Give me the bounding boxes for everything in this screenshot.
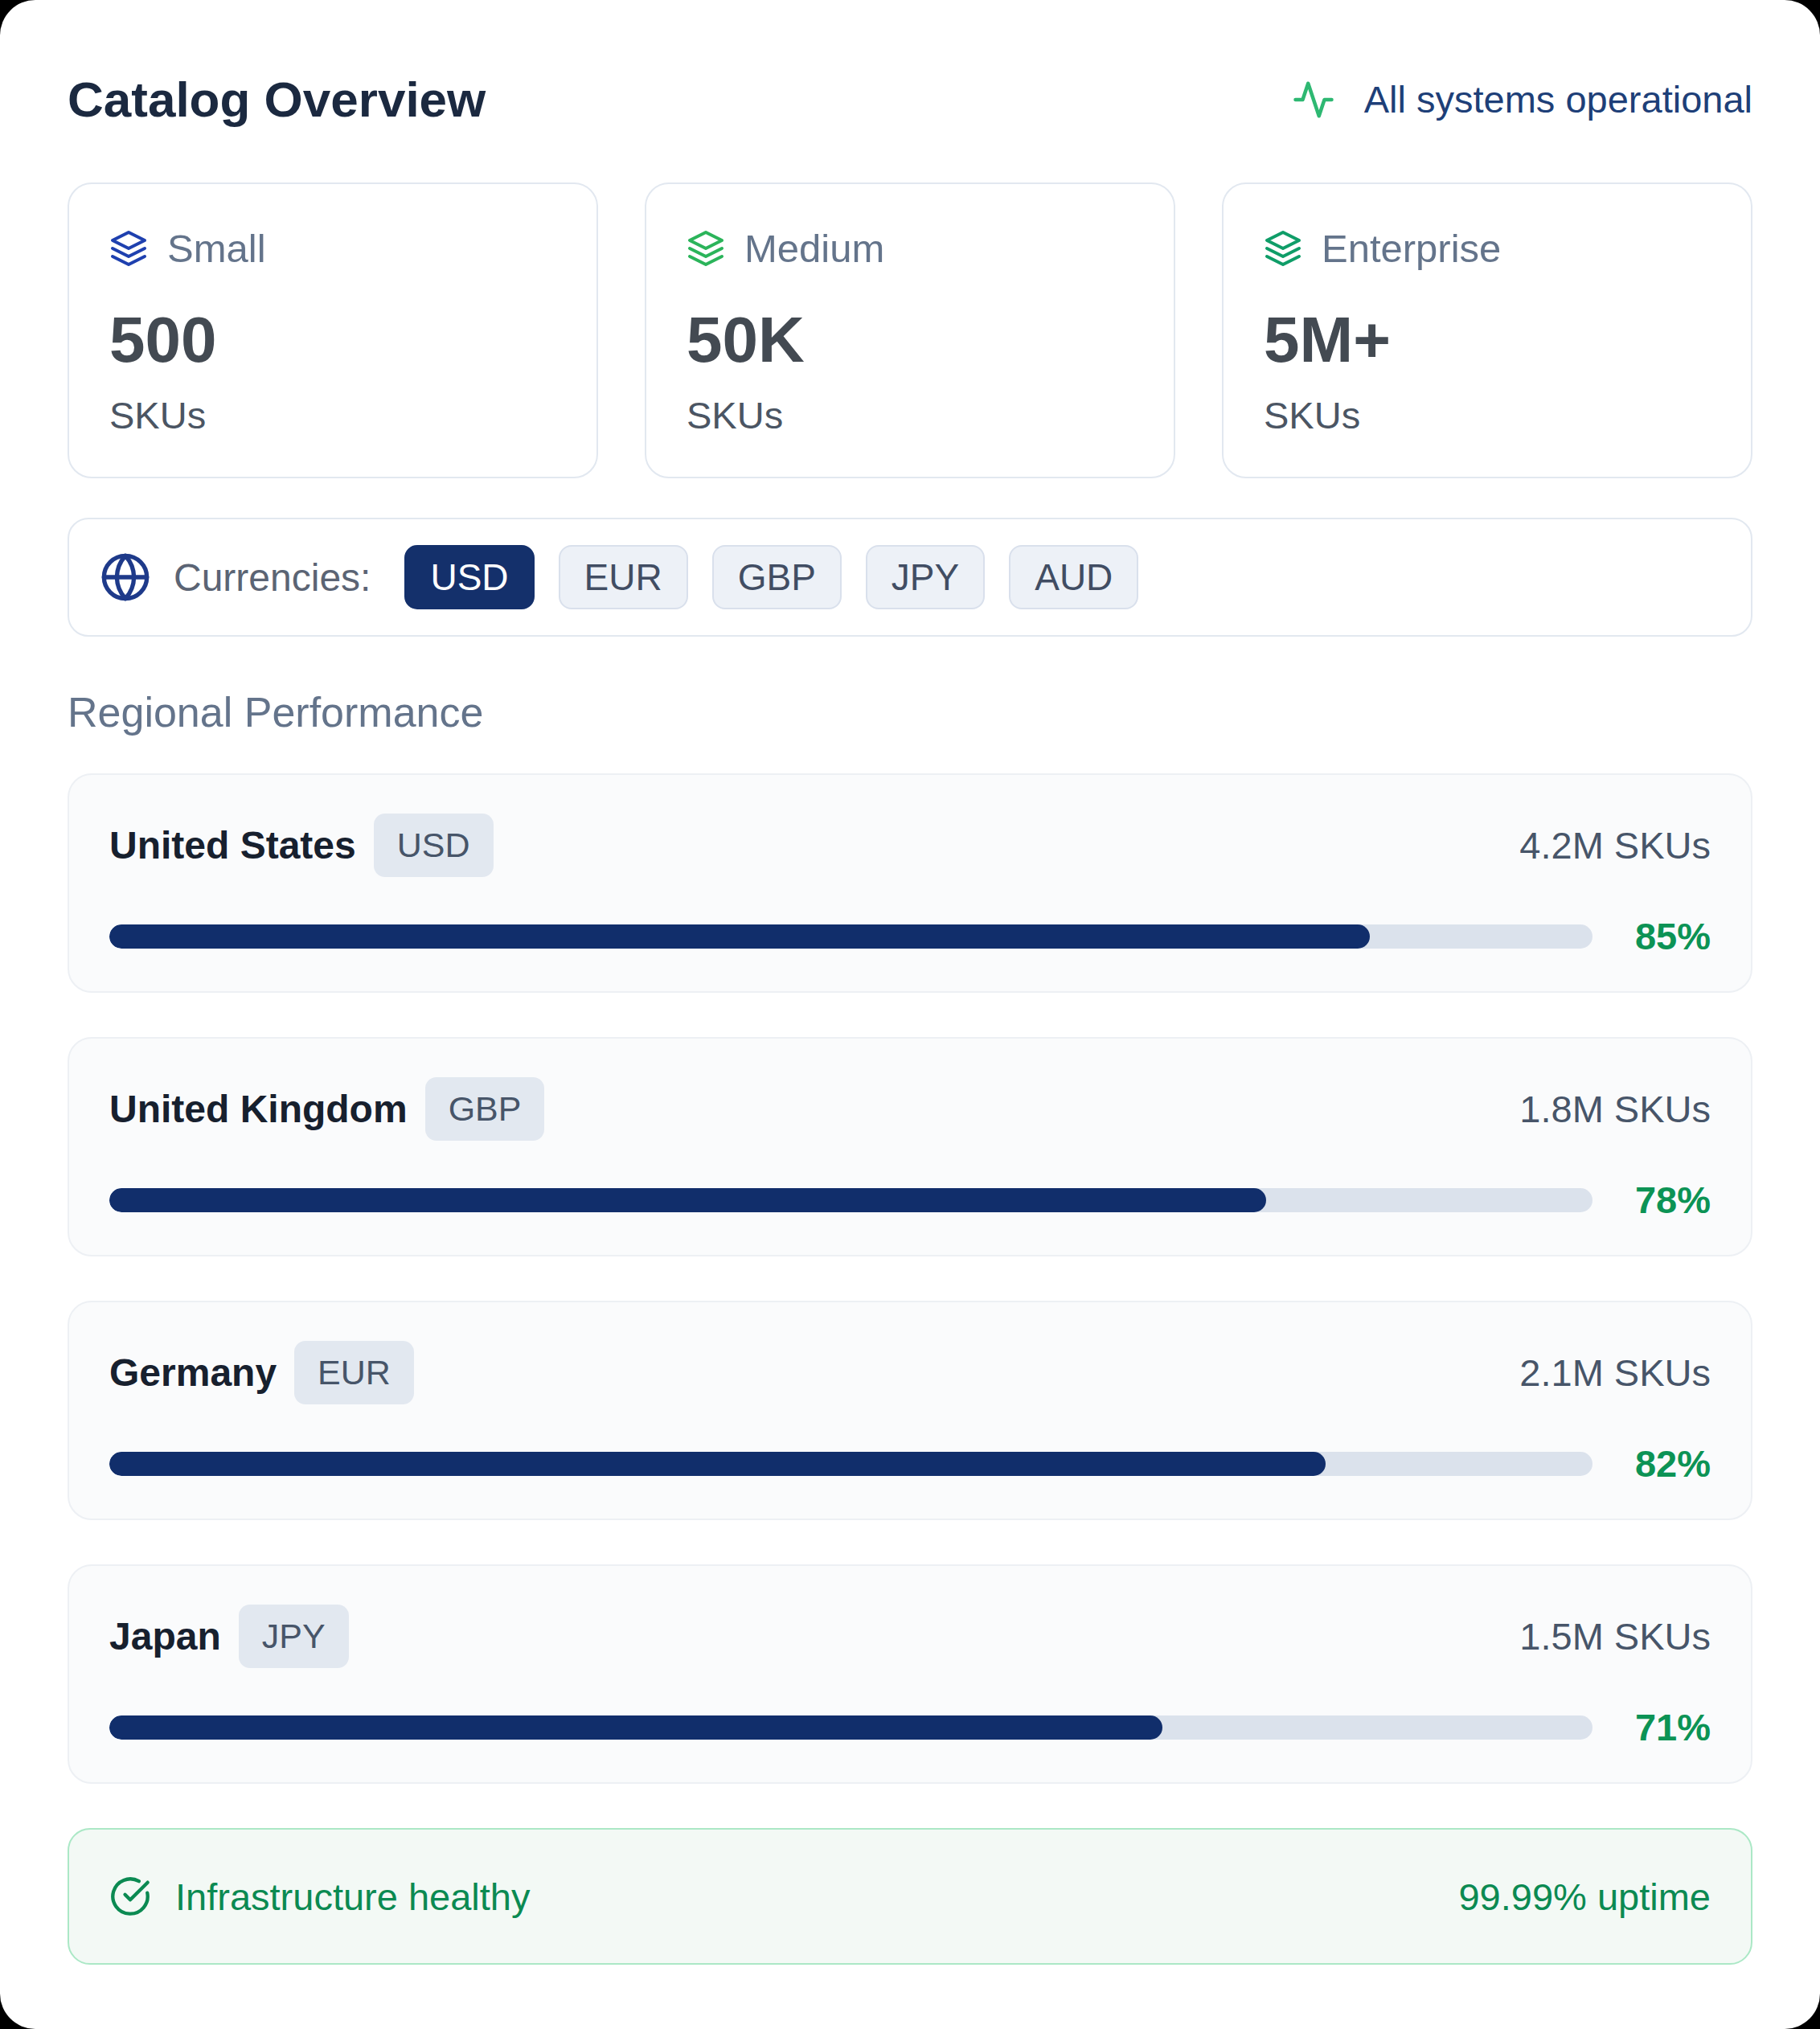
tier-value: 50K xyxy=(687,308,1133,372)
tier-unit: SKUs xyxy=(687,393,1133,437)
system-status-label: All systems operational xyxy=(1364,77,1752,121)
tier-card: Medium 50K SKUs xyxy=(645,182,1175,478)
tier-cards: Small 500 SKUs Medium 50K SKUs Enterpris… xyxy=(68,182,1752,478)
progress-track xyxy=(109,1715,1592,1740)
progress-fill xyxy=(109,1452,1326,1476)
page-title: Catalog Overview xyxy=(68,71,486,128)
region-card: United States USD 4.2M SKUs 85% xyxy=(68,773,1752,993)
region-percent: 85% xyxy=(1625,914,1711,958)
region-name: Japan xyxy=(109,1614,221,1658)
currency-pill-eur[interactable]: EUR xyxy=(559,545,688,609)
region-card: Japan JPY 1.5M SKUs 71% xyxy=(68,1564,1752,1784)
region-name: United States xyxy=(109,823,356,867)
currency-pill-usd[interactable]: USD xyxy=(404,545,534,609)
system-status: All systems operational xyxy=(1292,77,1752,121)
progress-fill xyxy=(109,1715,1162,1740)
catalog-overview-panel: Catalog Overview All systems operational… xyxy=(0,0,1820,2029)
progress-track xyxy=(109,1452,1592,1476)
tier-label: Small xyxy=(167,226,266,271)
currency-options: USD EUR GBP JPY AUD xyxy=(404,545,1138,609)
globe-icon xyxy=(100,551,151,603)
region-sku-count: 1.8M SKUs xyxy=(1519,1087,1711,1131)
tier-card: Small 500 SKUs xyxy=(68,182,598,478)
tier-unit: SKUs xyxy=(1264,393,1711,437)
currency-pill-aud[interactable]: AUD xyxy=(1009,545,1138,609)
activity-icon xyxy=(1292,78,1335,121)
region-currency-badge: USD xyxy=(374,814,494,877)
currency-pill-jpy[interactable]: JPY xyxy=(866,545,985,609)
header: Catalog Overview All systems operational xyxy=(68,71,1752,128)
layers-icon xyxy=(1264,229,1302,268)
currencies-label: Currencies: xyxy=(174,555,371,600)
tier-unit: SKUs xyxy=(109,393,556,437)
region-name: United Kingdom xyxy=(109,1087,408,1131)
infrastructure-banner: Infrastructure healthy 99.99% uptime xyxy=(68,1828,1752,1965)
region-card: Germany EUR 2.1M SKUs 82% xyxy=(68,1301,1752,1520)
currency-bar: Currencies: USD EUR GBP JPY AUD xyxy=(68,518,1752,637)
region-currency-badge: GBP xyxy=(425,1077,545,1141)
uptime-label: 99.99% uptime xyxy=(1458,1875,1711,1919)
progress-track xyxy=(109,924,1592,949)
region-percent: 78% xyxy=(1625,1178,1711,1222)
layers-icon xyxy=(687,229,725,268)
region-currency-badge: EUR xyxy=(294,1341,414,1404)
infrastructure-message: Infrastructure healthy xyxy=(175,1875,531,1919)
region-list: United States USD 4.2M SKUs 85% United K… xyxy=(68,773,1752,1784)
currency-pill-gbp[interactable]: GBP xyxy=(712,545,842,609)
tier-value: 500 xyxy=(109,308,556,372)
region-sku-count: 2.1M SKUs xyxy=(1519,1351,1711,1395)
region-card: United Kingdom GBP 1.8M SKUs 78% xyxy=(68,1037,1752,1256)
region-sku-count: 4.2M SKUs xyxy=(1519,823,1711,867)
tier-label: Enterprise xyxy=(1322,226,1501,271)
region-sku-count: 1.5M SKUs xyxy=(1519,1614,1711,1658)
tier-card: Enterprise 5M+ SKUs xyxy=(1222,182,1752,478)
check-circle-icon xyxy=(109,1875,151,1917)
region-currency-badge: JPY xyxy=(239,1605,349,1668)
layers-icon xyxy=(109,229,148,268)
regional-performance-heading: Regional Performance xyxy=(68,688,1752,736)
progress-track xyxy=(109,1188,1592,1212)
region-name: Germany xyxy=(109,1351,277,1395)
progress-fill xyxy=(109,1188,1266,1212)
region-percent: 71% xyxy=(1625,1705,1711,1749)
tier-label: Medium xyxy=(744,226,884,271)
tier-value: 5M+ xyxy=(1264,308,1711,372)
region-percent: 82% xyxy=(1625,1441,1711,1486)
progress-fill xyxy=(109,924,1370,949)
